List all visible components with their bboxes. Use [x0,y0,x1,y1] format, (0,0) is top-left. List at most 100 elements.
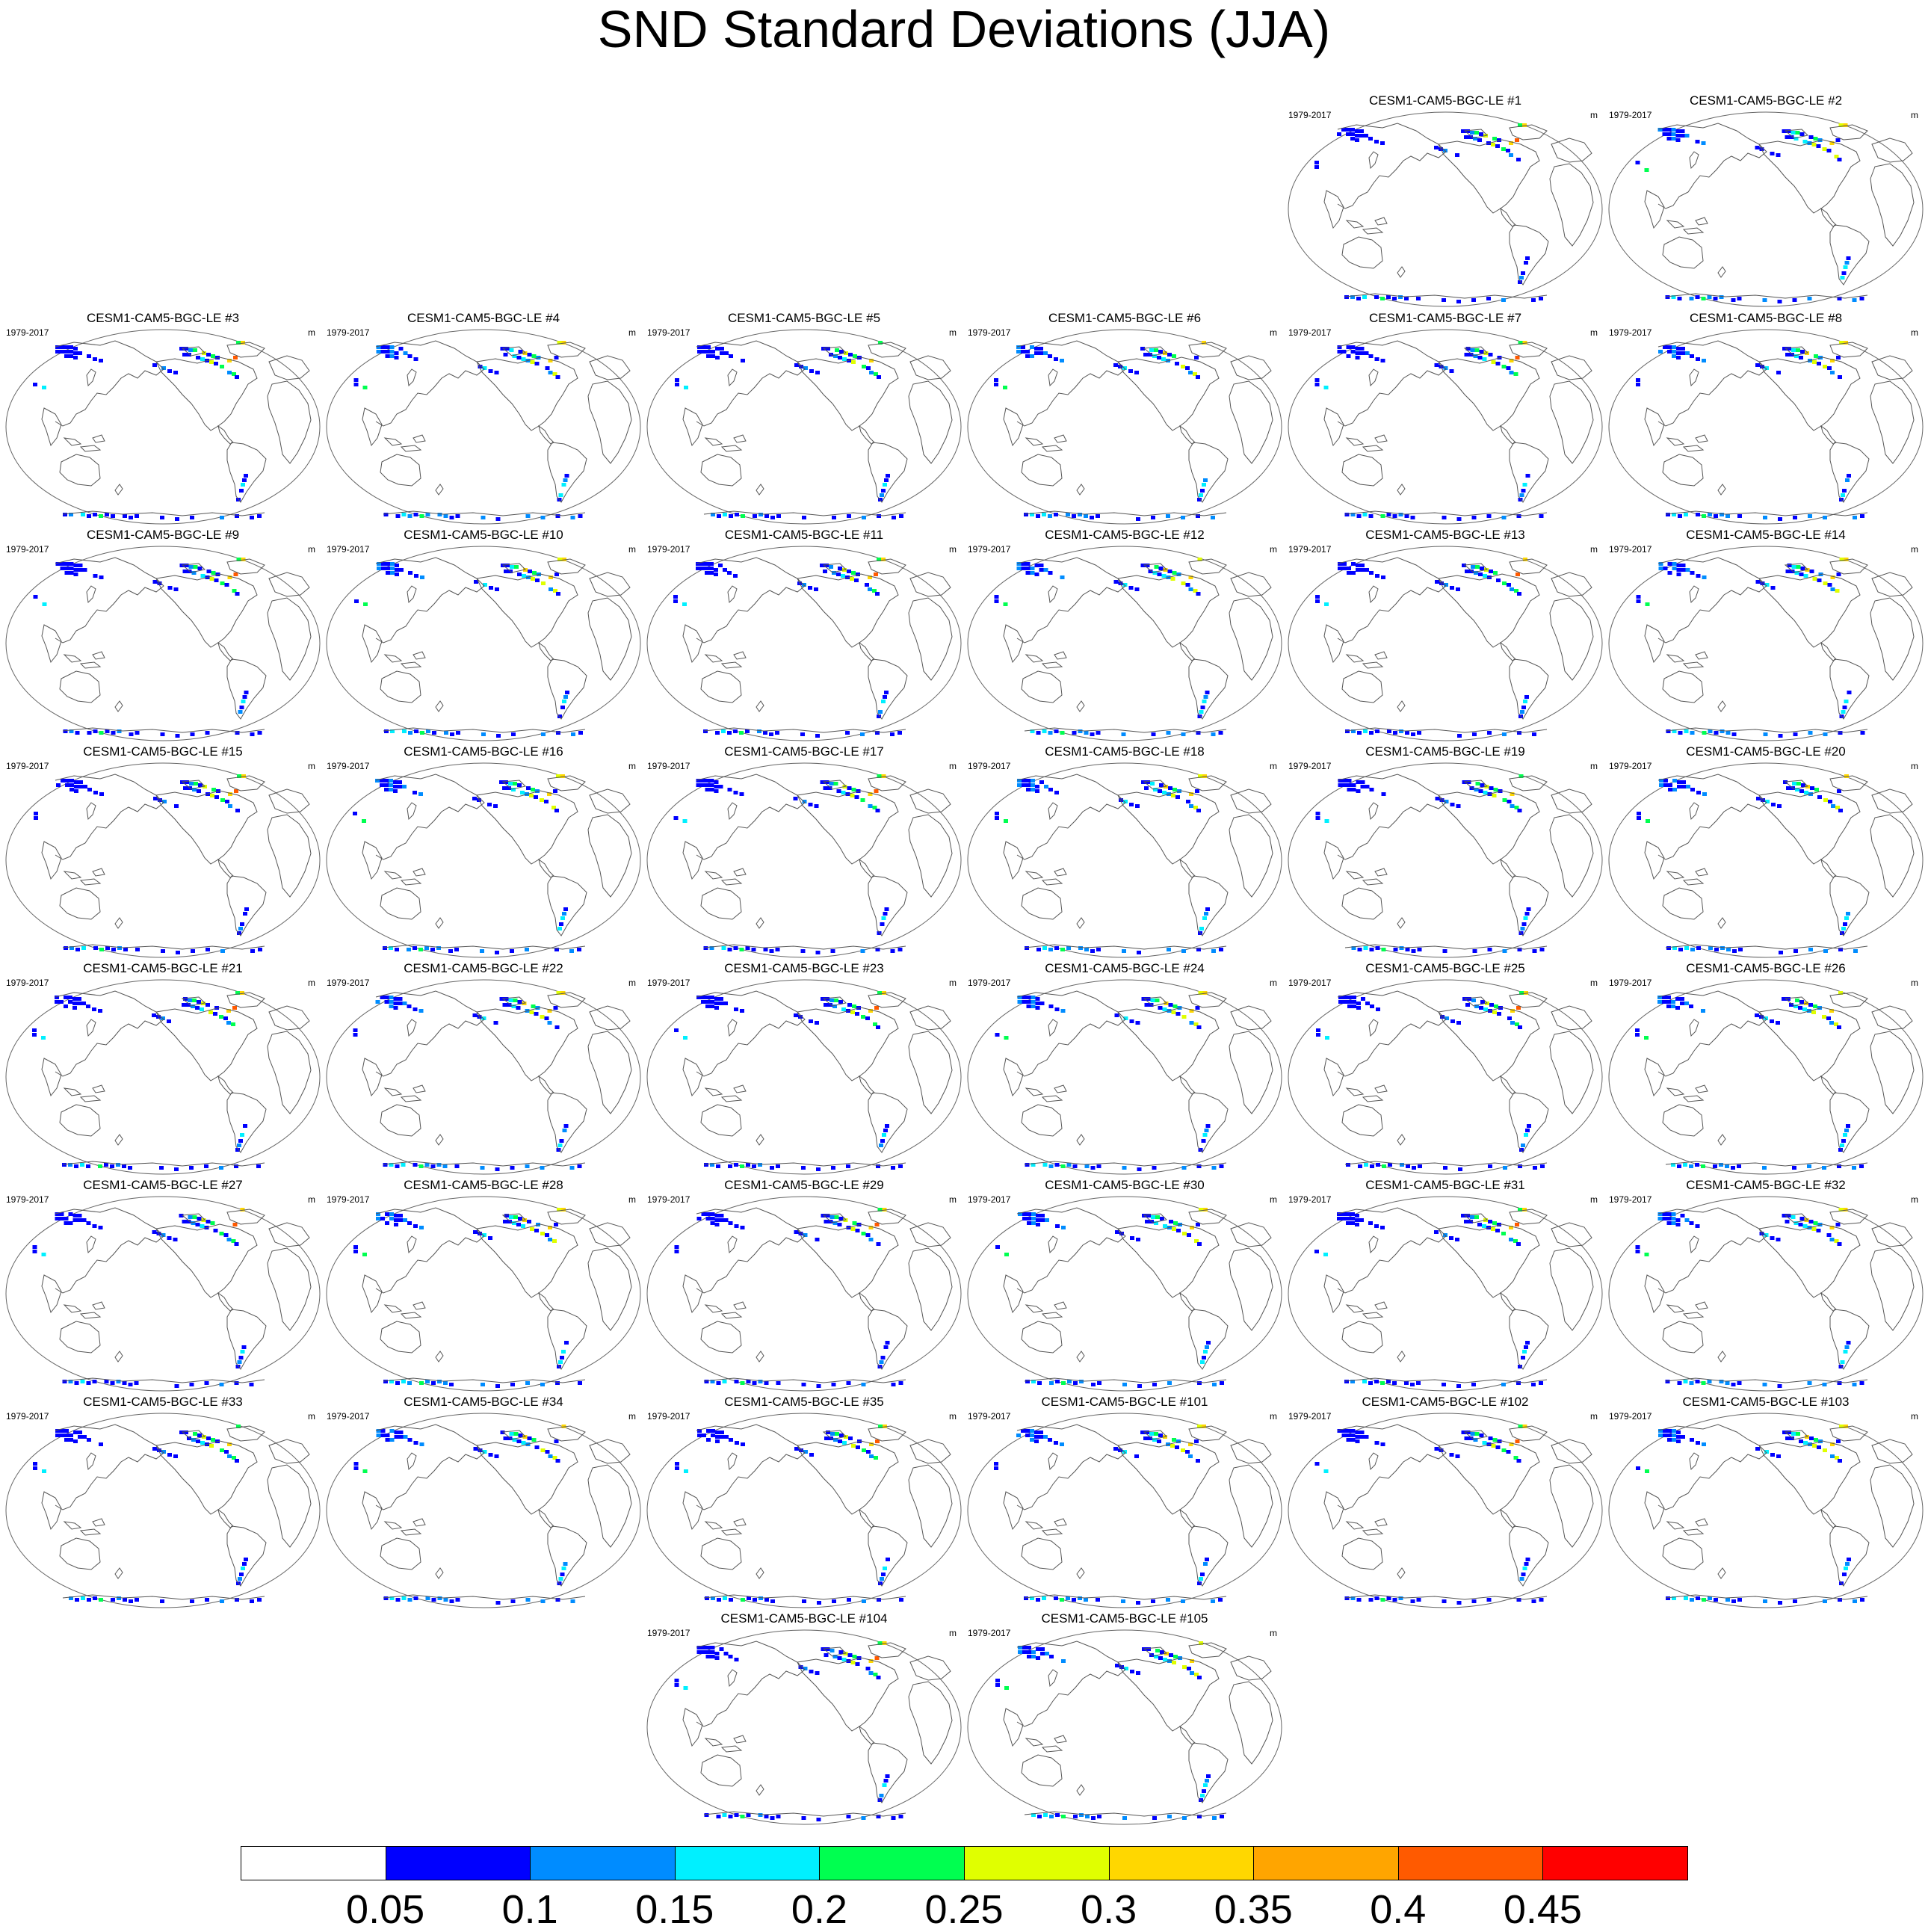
variance-cell [1635,1250,1640,1253]
variance-cell [1027,1212,1031,1216]
coastline [1021,1537,1063,1570]
variance-cell [1181,365,1185,368]
variance-cell [824,564,829,567]
colorbar-swatch [1542,1846,1688,1880]
panel-units: m [1270,1411,1277,1422]
variance-cell [1826,149,1832,152]
variance-cell [395,1598,401,1602]
variance-cell [705,996,710,999]
variance-cell [1835,589,1840,593]
variance-cell [160,516,164,519]
variance-cell [1785,1220,1790,1223]
coastline [1551,138,1592,163]
panel-period: 1979-2017 [647,544,690,555]
coastline [226,1092,267,1153]
variance-cell [1034,564,1039,567]
coastline [756,700,764,712]
variance-cell [1030,1596,1034,1600]
variance-cell [1659,783,1663,787]
panel-title: CESM1-CAM5-BGC-LE #2 [1689,93,1843,108]
variance-cell [1030,571,1035,575]
coastline [1644,407,1665,447]
variance-cell [885,1774,890,1778]
variance-cell [826,347,830,351]
variance-cell [847,1003,852,1007]
variance-cell [815,1238,820,1241]
variance-cell [727,788,732,791]
variance-cell [705,783,710,787]
variance-cell [1314,378,1320,382]
variance-cell [1416,1381,1421,1385]
variance-cell [561,1425,566,1428]
variance-cell [837,1223,842,1226]
variance-cell [1520,710,1524,714]
variance-cell [838,1000,843,1004]
coastline [268,1439,310,1464]
coastline [1509,224,1549,286]
variance-cell [719,1002,723,1005]
variance-cell [123,948,128,951]
variance-cell [1518,341,1523,345]
variance-cell [728,1221,733,1225]
variance-cell [875,731,880,735]
coastline [1337,1424,1447,1510]
variance-cell [561,341,566,345]
variance-cell [184,1431,188,1434]
variance-cell [875,592,880,596]
variance-cell [705,779,710,783]
variance-cell [64,1217,69,1220]
variance-cell [816,1384,821,1388]
variance-cell [1344,295,1349,299]
variance-cell [1171,794,1175,797]
variance-cell [1128,586,1134,590]
panel-period: 1979-2017 [6,761,49,771]
coastline [1689,1235,1699,1254]
variance-cell [718,564,723,567]
variance-cell [1368,1381,1373,1385]
variance-cell [510,1383,515,1386]
variance-cell [1031,1813,1036,1817]
panel-period: 1979-2017 [1609,110,1652,120]
coastline [704,868,747,886]
variance-cell [1194,1673,1199,1676]
variance-cell [1185,366,1190,370]
panel-period: 1979-2017 [6,1411,49,1422]
variance-cell [886,474,890,478]
variance-cell [838,1217,844,1220]
variance-cell [1072,731,1077,735]
variance-cell [243,912,247,916]
variance-cell [1839,341,1844,345]
variance-cell [81,1218,87,1222]
variance-cell [1197,558,1202,561]
variance-cell [390,567,395,570]
coastline [407,368,417,387]
coastline [1344,1377,1548,1383]
variance-cell [176,951,180,954]
variance-cell [1524,991,1528,995]
variance-cell [375,779,380,783]
coastline [407,1452,417,1471]
coastline [868,1742,908,1803]
variance-cell [1799,132,1805,136]
variance-cell [1521,1356,1525,1360]
variance-cell [1635,1028,1640,1032]
variance-cell [1352,1000,1356,1004]
variance-cell [1725,731,1731,735]
world-map [967,762,1282,958]
variance-cell [424,946,429,950]
variance-cell [211,354,215,358]
variance-cell [554,356,559,359]
variance-cell [1483,791,1488,794]
variance-cell [1034,1439,1039,1443]
variance-cell [196,356,200,359]
coastline [63,434,105,452]
variance-cell [1363,729,1368,733]
variance-cell [93,791,98,794]
variance-cell [1400,1163,1404,1167]
variance-cell [1194,1239,1199,1243]
variance-cell [186,1003,191,1007]
variance-cell [1770,586,1776,590]
coastline [1551,1005,1592,1031]
variance-cell [1376,1163,1380,1167]
variance-cell [714,1218,720,1222]
